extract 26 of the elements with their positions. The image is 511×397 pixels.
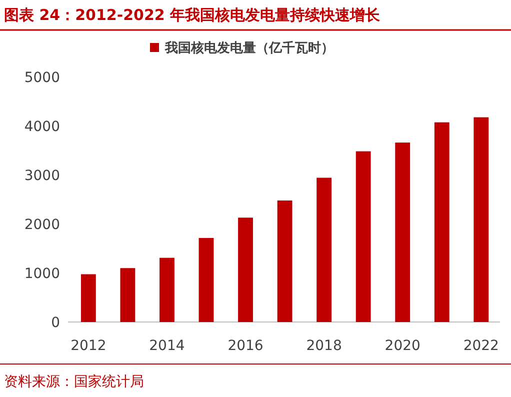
chart-title: 图表 24：2012-2022 年我国核电发电量持续快速增长 (4, 6, 382, 24)
bar (238, 218, 253, 322)
x-tick-label: 2016 (228, 338, 264, 354)
bar (356, 151, 371, 322)
y-tick-label: 1000 (24, 266, 60, 282)
x-tick-label: 2022 (463, 338, 499, 354)
x-tick-label: 2020 (384, 338, 420, 354)
legend-label: 我国核电发电量（亿千瓦时） (164, 40, 334, 56)
bar (316, 178, 332, 322)
bar (395, 142, 410, 322)
x-tick-label: 2012 (70, 338, 106, 354)
bar (474, 117, 489, 322)
x-tick-label: 2018 (306, 338, 342, 354)
x-tick-label: 2014 (149, 338, 185, 354)
bar (80, 274, 96, 322)
y-tick-label: 2000 (24, 217, 60, 233)
bar (198, 238, 214, 322)
y-tick-label: 3000 (24, 168, 60, 184)
y-tick-label: 0 (51, 315, 60, 331)
bar (120, 268, 136, 322)
bar (434, 122, 450, 322)
y-tick-label: 4000 (24, 119, 60, 135)
y-tick-label: 5000 (24, 70, 60, 86)
bar (277, 200, 292, 322)
bar (160, 258, 174, 322)
text: 资料来源：国家统计局 (4, 374, 144, 390)
